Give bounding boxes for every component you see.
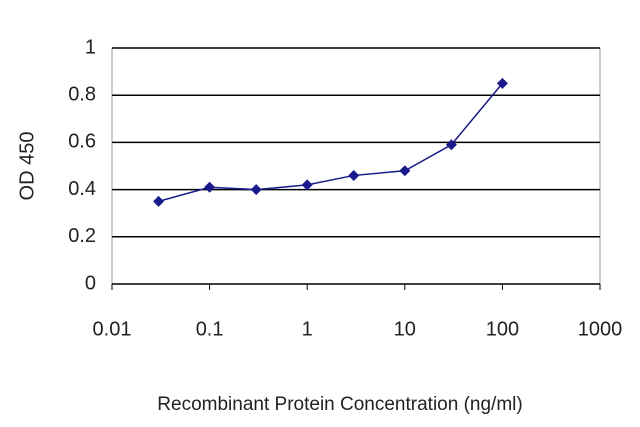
y-axis-label: OD 450 (16, 132, 38, 201)
x-tick-label: 0.01 (93, 318, 132, 340)
y-tick-label: 1 (85, 36, 96, 58)
data-point (445, 139, 457, 151)
y-tick-label: 0.6 (68, 131, 96, 153)
data-point (496, 77, 508, 89)
data-point (204, 181, 216, 193)
data-point (153, 195, 165, 207)
y-tick-label: 0.8 (68, 83, 96, 105)
y-tick-label: 0.4 (68, 178, 96, 200)
plot-area (111, 47, 601, 285)
data-point (399, 165, 411, 177)
y-tick-label: 0.2 (68, 225, 96, 247)
series-line (158, 82, 503, 203)
x-tick-label: 1 (302, 318, 313, 340)
x-tick-label: 10 (394, 318, 416, 340)
x-tick-label: 1000 (578, 318, 623, 340)
x-tick-label: 100 (486, 318, 519, 340)
data-point (301, 179, 313, 191)
x-tick-label: 0.1 (196, 318, 224, 340)
data-point (250, 184, 262, 196)
data-point (348, 169, 360, 181)
y-tick-label: 0 (85, 272, 96, 294)
x-axis-label: Recombinant Protein Concentration (ng/ml… (157, 394, 522, 415)
